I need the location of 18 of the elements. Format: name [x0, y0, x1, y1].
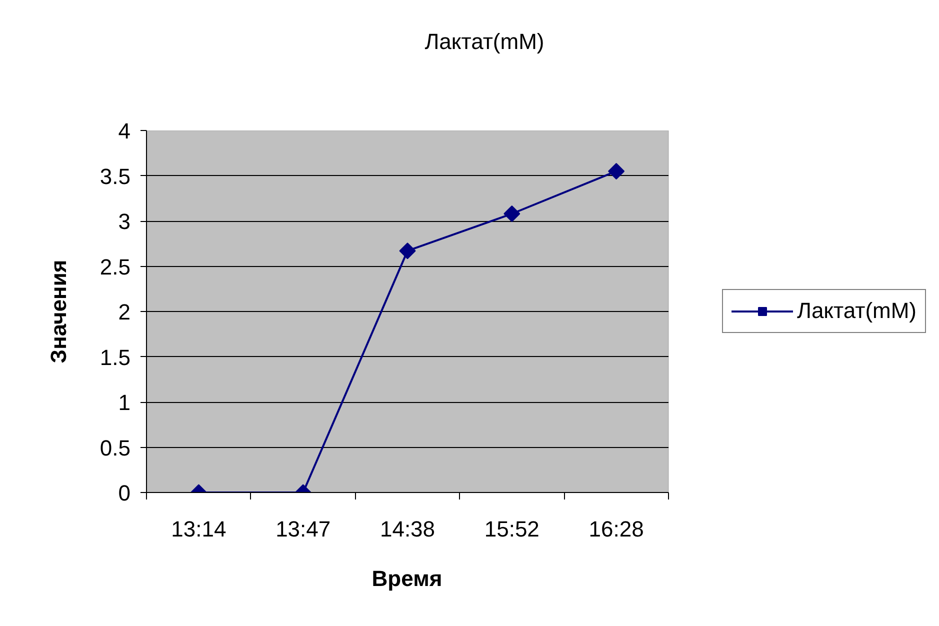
x-tick-label: 13:14 [171, 516, 226, 542]
legend-label: Лактат(mM) [797, 298, 917, 324]
y-tick-label: 2.5 [100, 254, 131, 280]
x-tick-label: 13:47 [276, 516, 331, 542]
y-tick-label: 3 [118, 209, 131, 234]
x-axis-title: Время [372, 565, 442, 593]
y-axis-title: Значения [46, 260, 71, 364]
x-tick-label: 16:28 [588, 516, 644, 542]
y-tick-label: 1 [118, 390, 131, 415]
chart-title: Лактат(mM) [424, 28, 544, 56]
y-tick-label: 0.5 [100, 435, 131, 460]
y-tick-label: 1.5 [100, 344, 131, 370]
y-tick-label: 3.5 [100, 164, 131, 189]
y-tick-label: 2 [118, 300, 131, 324]
x-tick-label: 15:52 [484, 516, 540, 542]
y-tick-label: 4 [118, 118, 131, 144]
x-tick-label: 14:38 [380, 516, 436, 542]
y-tick-label: 0 [118, 480, 131, 506]
